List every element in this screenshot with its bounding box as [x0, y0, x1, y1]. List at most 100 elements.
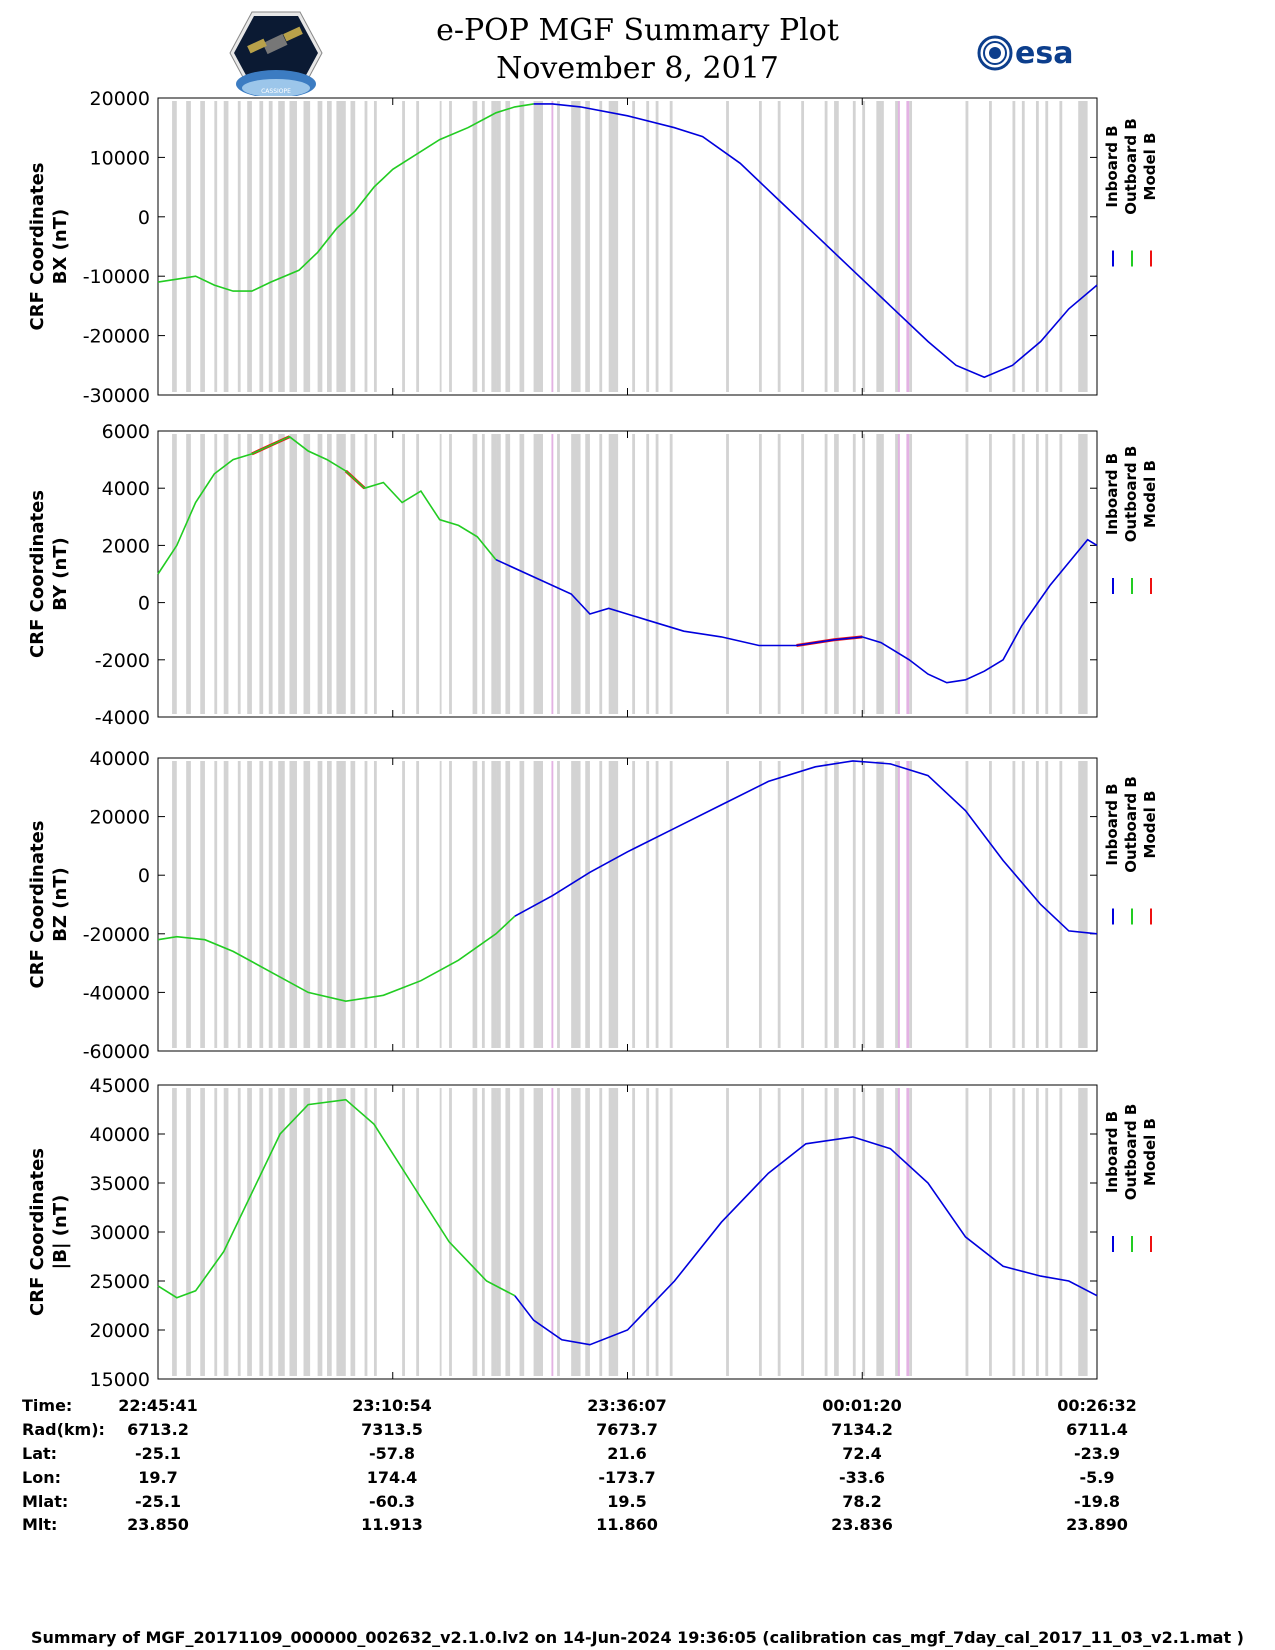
footer-summary: Summary of MGF_20171109_000000_002632_v2… — [31, 1628, 1244, 1647]
data-gap-bar — [824, 101, 828, 392]
y-tick-label: 6000 — [102, 421, 150, 443]
data-gap-bar — [655, 1088, 659, 1376]
data-gap-bar — [303, 101, 311, 392]
data-gap-bar-pink — [906, 1088, 910, 1376]
data-gap-bar-pink — [551, 101, 554, 392]
data-gap-bar — [214, 101, 218, 392]
data-gap-bar — [777, 761, 781, 1048]
data-gap-bar — [571, 1088, 581, 1376]
data-gap-bar — [247, 1088, 252, 1376]
data-gap-bar — [373, 761, 377, 1048]
data-gap-bar — [223, 434, 229, 714]
data-gap-bar — [881, 101, 884, 392]
data-gap-bar — [303, 434, 311, 714]
y-tick-label: 30000 — [90, 1222, 150, 1244]
data-gap-bar — [852, 101, 856, 392]
data-gap-bar — [268, 434, 273, 714]
data-gap-bar — [862, 1088, 866, 1376]
data-gap-bar — [200, 101, 205, 392]
data-gap-bar — [289, 761, 297, 1048]
data-gap-bar — [862, 101, 866, 392]
y-tick-label: -4000 — [95, 707, 150, 729]
data-gap-bar — [373, 1088, 377, 1376]
data-gap-bar — [1021, 761, 1025, 1048]
data-gap-bar — [585, 1088, 590, 1376]
data-gap-bar — [585, 761, 590, 1048]
data-gap-bar — [364, 1088, 368, 1376]
data-gap-bar — [989, 434, 992, 714]
data-gap-bar — [876, 101, 882, 392]
data-gap-bar — [608, 101, 619, 392]
plot-title: e-POP MGF Summary Plot November 8, 2017 — [0, 12, 1275, 88]
data-gap-bar — [533, 1088, 543, 1376]
data-gap-bar — [317, 434, 323, 714]
data-gap-bar — [472, 101, 478, 392]
data-gap-bar — [881, 761, 884, 1048]
data-gap-bar — [259, 761, 264, 1048]
data-gap-bar — [259, 1088, 264, 1376]
esa-logo-text: esa — [1015, 36, 1073, 71]
data-gap-bar — [278, 101, 285, 392]
data-gap-bar — [655, 434, 659, 714]
data-gap-bar — [824, 761, 828, 1048]
data-gap-bar — [505, 1088, 511, 1376]
data-gap-bar — [852, 761, 856, 1048]
data-gap-bar — [519, 434, 525, 714]
data-gap-bar — [350, 761, 356, 1048]
data-gap-bar — [557, 761, 560, 1048]
data-gap-bar — [909, 761, 913, 1048]
data-gap-bar — [1021, 434, 1025, 714]
data-gap-bar — [237, 434, 241, 714]
data-gap-bar — [449, 761, 452, 1048]
data-gap-bar — [289, 434, 297, 714]
data-gap-bar — [186, 434, 191, 714]
data-gap-bar — [303, 761, 311, 1048]
data-gap-bar — [289, 101, 297, 392]
data-gap-bar — [481, 1088, 485, 1376]
data-gap-bar — [259, 434, 264, 714]
data-gap-bar — [801, 101, 805, 392]
data-gap-bar — [895, 1088, 900, 1376]
data-gap-bar — [834, 1088, 839, 1376]
data-gap-bar — [989, 101, 992, 392]
y-tick-label: -10000 — [83, 266, 150, 288]
data-gap-bar — [491, 1088, 497, 1376]
data-gap-bar — [1059, 434, 1063, 714]
data-gap-bar — [632, 101, 636, 392]
y-tick-label: 0 — [138, 865, 150, 887]
data-gap-bar — [834, 101, 839, 392]
data-gap-bar — [439, 434, 442, 714]
data-gap-bar — [472, 761, 478, 1048]
data-gap-bar-pink — [897, 434, 900, 714]
data-gap-bar-pink — [906, 434, 910, 714]
data-gap-bar — [491, 101, 497, 392]
data-gap-bar — [1059, 761, 1063, 1048]
y-tick-label: -20000 — [83, 924, 150, 946]
data-gap-bar — [655, 761, 659, 1048]
data-gap-bar — [599, 1088, 603, 1376]
data-gap-bar — [237, 761, 241, 1048]
y-tick-label: 25000 — [90, 1271, 150, 1293]
data-gap-bar — [268, 101, 273, 392]
legend-label-inboard: Inboard B — [1103, 783, 1121, 865]
data-gap-bar — [373, 434, 377, 714]
series-inboard-b — [533, 103, 1098, 379]
data-gap-bar — [1045, 434, 1049, 714]
legend-label-inboard: Inboard B — [1103, 1111, 1121, 1193]
legend-label-outboard: Outboard B — [1122, 776, 1140, 873]
svg-text:CASSIOPE: CASSIOPE — [261, 88, 291, 95]
data-gap-bar — [327, 101, 332, 392]
y-axis-label: BZ (nT) — [50, 867, 71, 942]
data-gap-bar — [852, 1088, 856, 1376]
panel-frame — [157, 97, 1098, 396]
legend-label-model: Model B — [1141, 133, 1159, 201]
panel-frame — [157, 1084, 1098, 1380]
data-gap-bar — [416, 101, 420, 392]
data-gap-bar — [496, 101, 501, 392]
data-gap-bar — [496, 1088, 501, 1376]
legend-label-model: Model B — [1141, 791, 1159, 859]
data-gap-bar-pink — [551, 761, 554, 1048]
data-gap-bar — [505, 761, 511, 1048]
data-gap-bar — [965, 761, 969, 1048]
data-gap-bar — [278, 1088, 285, 1376]
